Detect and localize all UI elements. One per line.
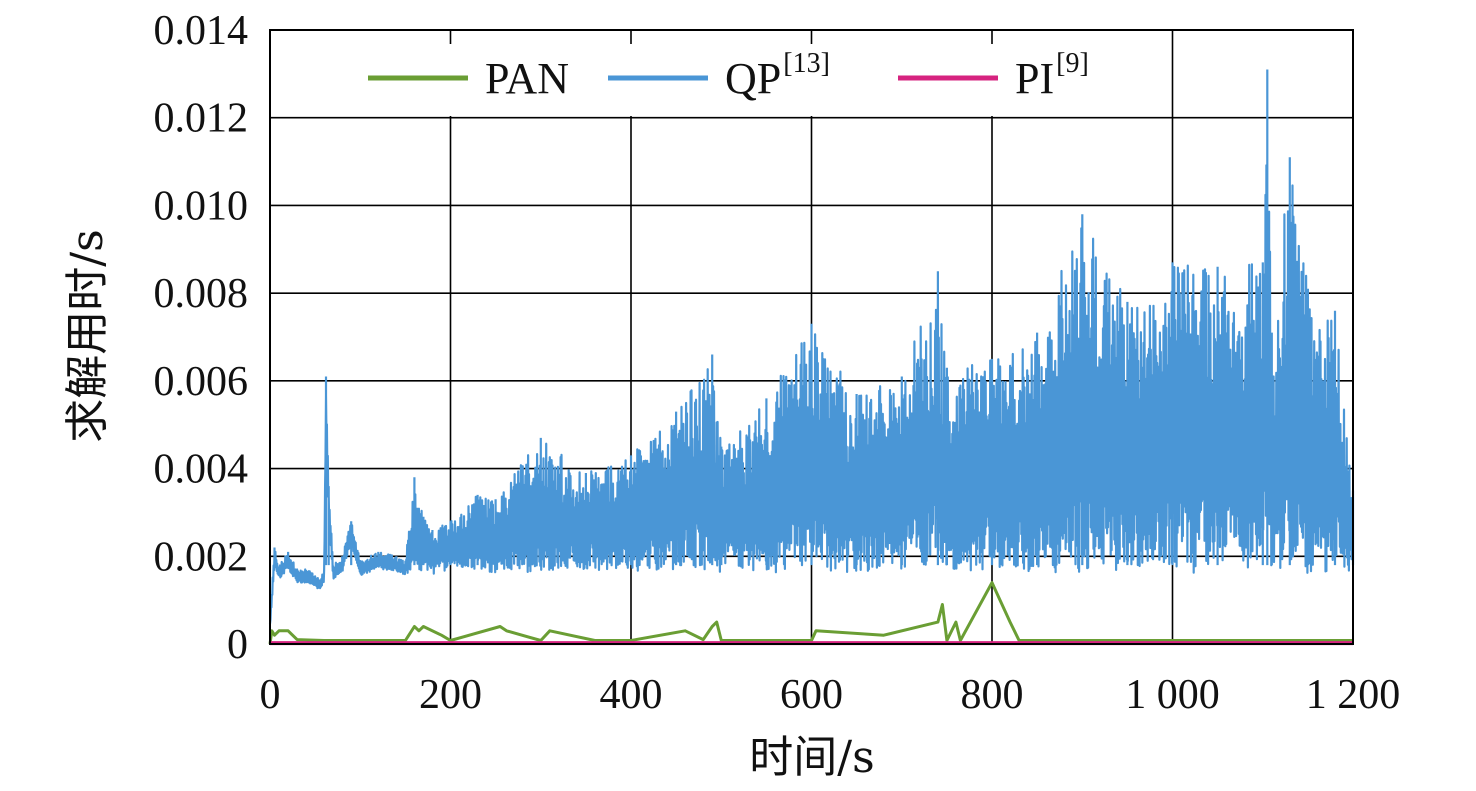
series-line-pan: [268, 581, 1353, 645]
x-tick-label: 600: [780, 672, 843, 718]
y-tick-label: 0.002: [154, 534, 249, 580]
y-tick-labels: 0 0.002 0.004 0.006 0.008 0.010 0.012 0.014: [154, 8, 249, 668]
legend-superscript-qp: [13]: [783, 48, 830, 79]
y-tick-label: 0.012: [154, 96, 249, 142]
y-tick-label: 0.014: [154, 8, 249, 54]
x-tick-label: 800: [961, 672, 1024, 718]
y-tick-label: 0.006: [154, 359, 249, 405]
series-line-qp: [268, 69, 1355, 624]
legend: PAN QP [13] PI [9]: [352, 44, 1112, 116]
y-tick-label: 0.008: [154, 271, 249, 317]
y-axis-title: 求解用时/s: [62, 229, 113, 442]
plot-frame: [269, 29, 1354, 645]
legend-label-pi: PI: [1015, 54, 1054, 103]
legend-label-qp: QP: [725, 54, 781, 103]
y-tick-label: 0.004: [154, 447, 249, 493]
x-tick-label: 400: [600, 672, 663, 718]
legend-superscript-pi: [9]: [1056, 48, 1089, 79]
x-tick-labels: 0 200 400 600 800 1 000 1 200: [260, 672, 1401, 718]
x-tick-label: 0: [260, 672, 281, 718]
y-tick-label: 0: [227, 622, 248, 668]
legend-label-pan: PAN: [485, 54, 569, 103]
y-tick-label: 0.010: [154, 183, 249, 229]
x-tick-label: 1 000: [1125, 672, 1220, 718]
x-axis-title: 时间/s: [749, 732, 874, 783]
x-tick-label: 200: [419, 672, 482, 718]
x-tick-label: 1 200: [1306, 672, 1401, 718]
